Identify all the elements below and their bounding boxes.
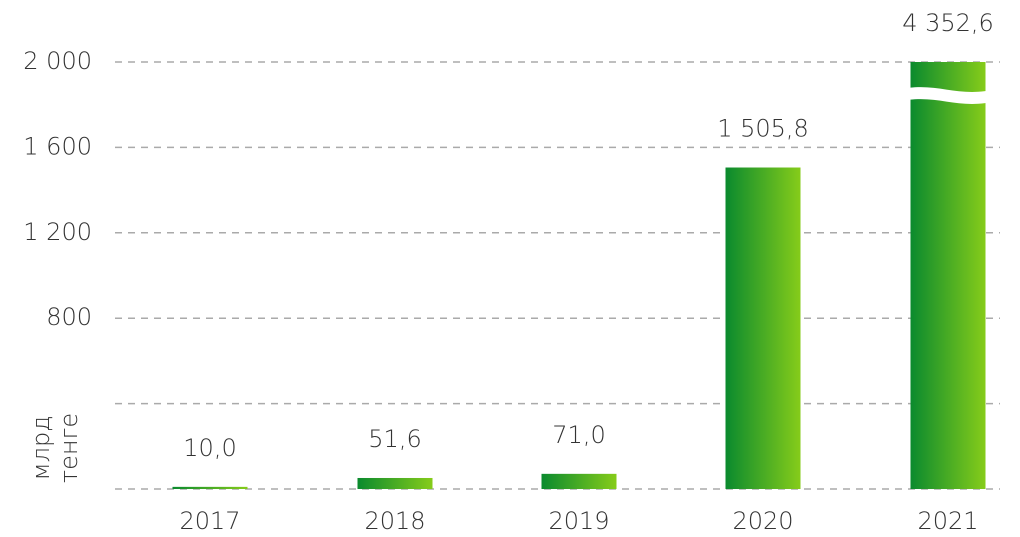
bar xyxy=(910,62,986,489)
y-tick-label: 800 xyxy=(46,303,92,331)
y-label-line: млрд xyxy=(27,416,55,481)
bar xyxy=(725,167,801,489)
value-label: 10,0 xyxy=(183,434,236,462)
y-tick-label: 1 600 xyxy=(23,132,92,160)
x-tick-label: 2018 xyxy=(364,507,425,535)
value-label: 51,6 xyxy=(368,425,421,453)
y-axis-label: млрд тенге xyxy=(27,413,83,483)
value-label: 1 505,8 xyxy=(717,115,809,143)
value-label: 71,0 xyxy=(552,421,605,449)
y-tick-label: 2 000 xyxy=(23,47,92,75)
x-tick-label: 2019 xyxy=(548,507,609,535)
bar xyxy=(357,477,433,489)
axis-break xyxy=(896,87,1000,104)
y-tick-label: 1 200 xyxy=(23,218,92,246)
x-tick-label: 2020 xyxy=(732,507,793,535)
x-tick-label: 2017 xyxy=(179,507,240,535)
y-label-line: тенге xyxy=(55,413,83,483)
bar xyxy=(172,486,248,489)
bars xyxy=(172,62,986,489)
x-tick-label: 2021 xyxy=(917,507,978,535)
value-label: 4 352,6 xyxy=(902,9,994,37)
bar xyxy=(541,473,617,489)
